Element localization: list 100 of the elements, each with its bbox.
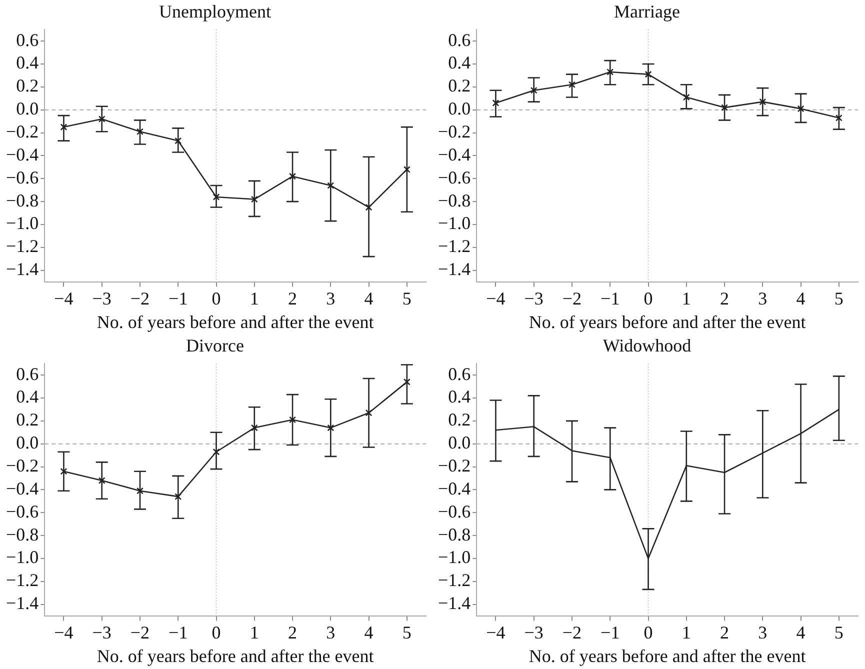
y-tick-label: −0.6 bbox=[6, 167, 39, 188]
y-tick-label: −1.4 bbox=[6, 259, 39, 280]
chart-title: Unemployment bbox=[159, 2, 271, 22]
y-tick-label: 0.0 bbox=[448, 432, 471, 453]
point bbox=[365, 204, 372, 211]
x-tick-label: −2 bbox=[562, 288, 582, 308]
x-tick-label: 4 bbox=[796, 288, 806, 308]
x-tick-label: −2 bbox=[130, 622, 150, 642]
point bbox=[682, 94, 690, 101]
point bbox=[606, 68, 614, 76]
y-tick-label: −0.2 bbox=[6, 122, 39, 142]
y-tick-label: −1.2 bbox=[6, 570, 39, 590]
y-tick-label: −1.0 bbox=[438, 547, 471, 568]
x-tick-label: −3 bbox=[524, 622, 544, 642]
x-tick-label: 0 bbox=[644, 622, 653, 642]
point bbox=[212, 448, 220, 456]
x-axis-title: No. of years before and after the event bbox=[96, 646, 374, 666]
point bbox=[492, 99, 500, 106]
y-tick-label: −0.2 bbox=[438, 456, 471, 476]
y-tick-label: −1.4 bbox=[438, 593, 471, 614]
point bbox=[403, 166, 410, 173]
x-tick-label: 1 bbox=[682, 622, 691, 642]
point bbox=[289, 172, 296, 180]
y-tick-label: −1.2 bbox=[438, 236, 471, 256]
x-tick-label: 5 bbox=[834, 622, 844, 642]
y-tick-label: 0.6 bbox=[448, 364, 471, 384]
point bbox=[98, 116, 106, 122]
point bbox=[250, 196, 258, 203]
y-tick-label: −1.2 bbox=[6, 236, 39, 256]
x-tick-label: −4 bbox=[486, 288, 506, 308]
x-tick-label: 3 bbox=[326, 622, 336, 642]
x-tick-label: 1 bbox=[250, 622, 259, 642]
y-tick-label: 0.6 bbox=[16, 364, 39, 384]
y-tick-label: −0.2 bbox=[438, 122, 471, 142]
y-tick-label: −0.4 bbox=[6, 478, 39, 498]
y-tick-label: 0.4 bbox=[448, 52, 471, 73]
y-tick-label: 0.0 bbox=[16, 432, 39, 453]
point bbox=[530, 86, 538, 94]
x-tick-label: 4 bbox=[796, 622, 806, 642]
point bbox=[644, 70, 652, 78]
x-tick-label: −3 bbox=[92, 622, 112, 642]
y-tick-label: 0.2 bbox=[448, 410, 471, 430]
y-tick-label: −1.0 bbox=[6, 213, 39, 234]
y-tick-label: 0.4 bbox=[16, 52, 39, 73]
y-tick-label: −0.8 bbox=[6, 524, 39, 544]
x-tick-label: 3 bbox=[758, 288, 768, 308]
y-tick-label: −0.4 bbox=[6, 144, 39, 164]
x-tick-label: −1 bbox=[168, 622, 188, 642]
x-tick-label: 4 bbox=[364, 622, 374, 642]
point bbox=[60, 468, 68, 475]
point bbox=[98, 477, 106, 484]
y-tick-label: −0.6 bbox=[438, 167, 471, 188]
x-tick-label: 5 bbox=[834, 288, 844, 308]
x-tick-label: 0 bbox=[212, 288, 221, 308]
y-tick-label: −1.0 bbox=[6, 547, 39, 568]
y-tick-label: 0.4 bbox=[16, 386, 39, 407]
x-axis-title: No. of years before and after the event bbox=[96, 312, 374, 332]
chart-title: Widowhood bbox=[602, 336, 692, 356]
point bbox=[136, 128, 144, 136]
point bbox=[568, 81, 576, 88]
x-tick-label: −1 bbox=[600, 622, 620, 642]
y-tick-label: 0.2 bbox=[448, 76, 471, 96]
y-tick-label: −1.0 bbox=[438, 213, 471, 234]
point bbox=[721, 104, 728, 112]
y-tick-label: −1.2 bbox=[438, 570, 471, 590]
y-tick-label: −0.6 bbox=[6, 501, 39, 522]
point bbox=[403, 378, 410, 386]
y-tick-label: 0.2 bbox=[16, 76, 39, 96]
x-tick-label: −4 bbox=[54, 288, 74, 308]
x-tick-label: 3 bbox=[326, 288, 336, 308]
point bbox=[797, 105, 804, 112]
point bbox=[60, 124, 68, 131]
point bbox=[212, 193, 220, 200]
x-tick-label: 0 bbox=[644, 288, 653, 308]
x-tick-label: −2 bbox=[562, 622, 582, 642]
x-tick-label: −2 bbox=[130, 288, 150, 308]
point bbox=[174, 137, 182, 144]
y-tick-label: −0.2 bbox=[6, 456, 39, 476]
y-tick-label: 0.0 bbox=[448, 98, 471, 119]
x-tick-label: 1 bbox=[682, 288, 691, 308]
x-tick-label: −4 bbox=[486, 622, 506, 642]
x-tick-label: 2 bbox=[288, 288, 298, 308]
x-tick-label: 3 bbox=[758, 622, 768, 642]
x-axis-title: No. of years before and after the event bbox=[528, 312, 806, 332]
point bbox=[327, 424, 334, 432]
x-tick-label: −4 bbox=[54, 622, 74, 642]
y-tick-label: −0.8 bbox=[6, 190, 39, 210]
x-tick-label: 2 bbox=[720, 622, 730, 642]
point bbox=[136, 487, 144, 494]
y-tick-label: 0.6 bbox=[448, 30, 471, 50]
x-tick-label: 0 bbox=[212, 622, 221, 642]
x-tick-label: 2 bbox=[288, 622, 298, 642]
y-tick-label: 0.4 bbox=[448, 386, 471, 407]
point bbox=[250, 424, 258, 432]
x-tick-label: −1 bbox=[600, 288, 620, 308]
y-tick-label: 0.2 bbox=[16, 410, 39, 430]
x-tick-label: 4 bbox=[364, 288, 374, 308]
x-tick-label: 5 bbox=[402, 622, 412, 642]
x-tick-label: 2 bbox=[720, 288, 730, 308]
y-tick-label: 0.6 bbox=[16, 30, 39, 50]
